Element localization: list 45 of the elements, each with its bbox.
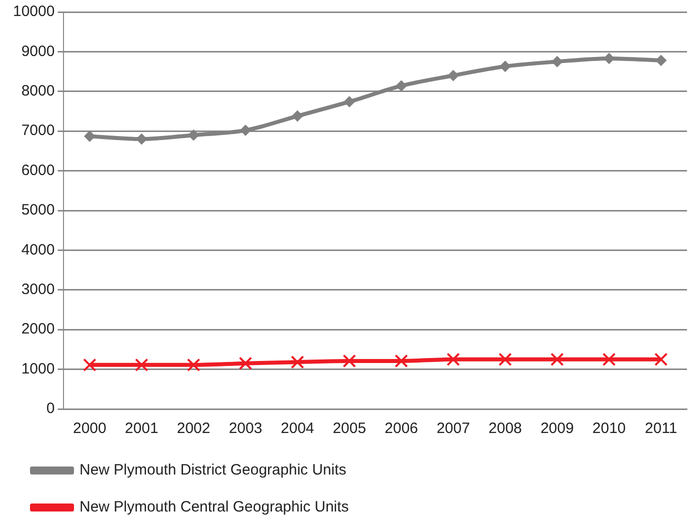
point (448, 70, 459, 82)
point (83, 358, 96, 372)
x-tick-label: 2008 (488, 420, 522, 438)
point (656, 54, 667, 66)
x-tick-label: 2000 (72, 420, 106, 438)
y-tick-label: 9000 (21, 42, 55, 60)
x-tick-label: 2001 (124, 420, 158, 438)
y-tick-label: 8000 (21, 82, 55, 100)
x-tick-label: 2004 (280, 420, 314, 438)
y-tick-label: 1000 (21, 360, 55, 378)
point (394, 354, 408, 368)
point (446, 352, 460, 366)
x-tick-label: 2006 (384, 420, 418, 438)
point (188, 130, 200, 141)
point (134, 358, 148, 372)
point (290, 355, 304, 369)
point (342, 354, 356, 368)
point (396, 80, 407, 92)
legend-label: New Plymouth Central Geographic Units (80, 498, 349, 516)
y-tick-label: 4000 (21, 241, 55, 258)
point (186, 358, 200, 372)
point (292, 110, 303, 122)
point (602, 352, 616, 366)
y-tick-label: 3000 (21, 281, 55, 298)
point (238, 356, 252, 370)
y-tick-label: 6000 (21, 162, 55, 179)
legend-label: New Plymouth District Geographic Units (80, 462, 346, 479)
x-tick-label: 2009 (540, 420, 574, 438)
point (344, 96, 355, 108)
point (500, 60, 511, 72)
point (498, 352, 512, 366)
y-tick-label: 5000 (21, 202, 55, 219)
point (550, 352, 564, 366)
y-tick-label: 10000 (12, 3, 55, 20)
point (552, 56, 563, 68)
point (654, 352, 668, 366)
y-tick-label: 7000 (21, 122, 55, 140)
y-tick-label: 2000 (21, 320, 55, 338)
y-tick-label: 0 (46, 400, 55, 418)
x-tick-label: 2003 (228, 420, 262, 438)
x-tick-label: 2007 (436, 420, 470, 438)
x-tick-label: 2002 (176, 420, 210, 438)
x-tick-label: 2011 (644, 420, 678, 438)
x-tick-label: 2010 (592, 420, 626, 438)
x-tick-label: 2005 (332, 420, 366, 438)
